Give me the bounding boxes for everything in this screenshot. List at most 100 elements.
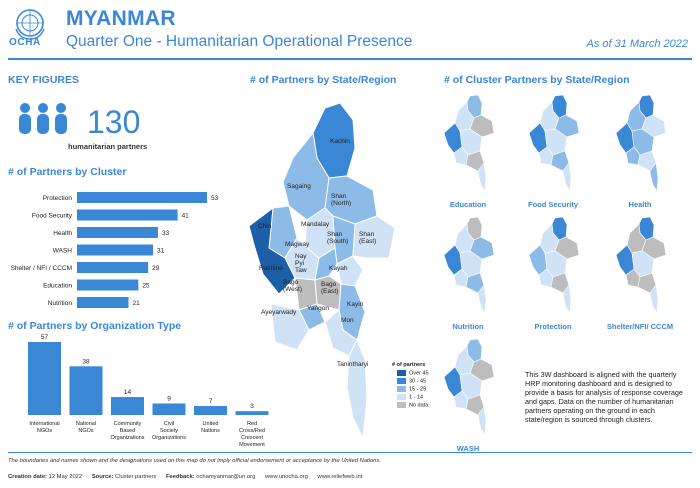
map-legend-title: # of partners <box>392 362 426 368</box>
orgtype-bar <box>28 342 61 415</box>
cluster-bar-label: Health <box>53 230 72 237</box>
sources: Cluster partners <box>115 474 157 480</box>
cluster-bar-label: Education <box>43 283 72 290</box>
cluster-bar-value: 33 <box>162 230 170 237</box>
legend-swatch <box>397 378 406 384</box>
orgtype-bar <box>111 397 144 415</box>
cluster-bar-value: 21 <box>133 300 141 307</box>
un-emblem-icon <box>15 9 45 40</box>
cluster-bar-value: 25 <box>142 283 150 290</box>
orgtype-bar-value: 3 <box>250 403 254 410</box>
people-icon <box>19 103 67 134</box>
cluster-map-label: Education <box>449 200 487 209</box>
orgtype-bar-label: International NGOs <box>29 421 59 434</box>
orgtype-bar-label: National NGOs <box>76 421 96 434</box>
map-state-label: Nay Pyi Taw <box>295 253 307 274</box>
map-state-label: Kayin <box>347 301 364 308</box>
orgtype-bar-value: 14 <box>124 389 132 396</box>
cluster-map-label: Nutrition <box>452 322 484 331</box>
header-divider <box>8 58 692 60</box>
legend-swatch <box>397 370 406 376</box>
cluster-map-label: Protection <box>534 322 572 331</box>
orgtype-bar-chart: 57 International NGOs 38 National NGOs 14 Commu… <box>28 334 269 448</box>
legend-label: No data <box>409 402 429 409</box>
cluster-bar <box>77 262 149 273</box>
orgtype-bar <box>194 406 227 415</box>
cluster-bar-label: Protection <box>43 195 73 202</box>
cluster-bar-value: 31 <box>157 248 165 255</box>
map-state-label: Ayeyarwady <box>261 309 297 316</box>
cluster-mini-map <box>443 338 495 436</box>
map-state-label: Kachin <box>330 138 350 145</box>
orgtype-bar-value: 38 <box>82 358 90 365</box>
orgtype-chart-title: # of Partners by Organization Type <box>8 320 182 332</box>
creation-date: 12 May 2022 <box>48 474 83 480</box>
feedback-label: Feedback: <box>165 474 195 480</box>
map-state-label: Shan (South) <box>327 231 348 245</box>
footer-info: Creation date: 12 May 2022 Source: Clust… <box>8 474 362 480</box>
orgtype-bar-label: Civil Society Organizations <box>152 421 186 441</box>
orgtype-bar-value: 7 <box>209 398 213 405</box>
orgtype-bar-value: 57 <box>41 334 49 341</box>
cluster-chart-title: # of Partners by Cluster <box>8 166 127 178</box>
orgtype-bar <box>69 366 103 415</box>
map-state-label: Rakhine <box>259 265 283 272</box>
orgtype-bar-label: Community Based Organizations <box>111 421 145 441</box>
map-state-label: Kayah <box>329 265 348 272</box>
page-title: MYANMAR <box>66 7 176 30</box>
orgtype-bar-label: Red Cross/Red Crescent Movement <box>239 421 265 448</box>
cluster-bar <box>77 297 129 308</box>
cluster-map-label: Health <box>628 200 652 209</box>
cluster-mini-map <box>615 94 667 192</box>
legend-item: Over 45 <box>397 370 429 376</box>
cluster-mini-map <box>443 94 495 192</box>
state-map-title: # of Partners by State/Region <box>250 74 397 86</box>
partners-count: 130 <box>87 104 141 140</box>
orgtype-bar <box>235 411 269 415</box>
map-state-label: Shan (North) <box>331 193 351 207</box>
map-state-label: Mandalay <box>301 221 330 228</box>
as-of-date: As of 31 March 2022 <box>586 38 688 50</box>
website-link-unocha[interactable]: www.unocha.org <box>265 474 308 480</box>
creation-label: Creation date: <box>8 474 47 480</box>
partners-count-label: humanitarian partners <box>68 142 148 151</box>
legend-label: Over 45 <box>409 370 429 377</box>
cluster-bar <box>77 227 158 238</box>
cluster-bar-label: Food Security <box>32 213 73 220</box>
myanmar-state-map: Kachin Sagaing Shan (North) Chin Mandalay Shan… <box>248 102 395 440</box>
key-figures-title: KEY FIGURES <box>8 74 79 86</box>
legend-item: 30 - 45 <box>397 378 426 384</box>
cluster-bar-value: 41 <box>182 213 190 220</box>
map-state-label: Mon <box>341 317 354 324</box>
cluster-bar <box>77 279 139 291</box>
map-state-label: Bago (East) <box>321 281 338 295</box>
legend-swatch <box>397 394 406 400</box>
cluster-mini-map <box>528 94 580 192</box>
orgtype-bar <box>152 403 186 415</box>
map-state-label: Tanintharyi <box>337 361 368 368</box>
legend-label: 15 - 29 <box>409 386 427 393</box>
legend-item: 15 - 29 <box>397 386 426 392</box>
cluster-mini-map <box>615 216 667 314</box>
legend-label: 30 - 45 <box>409 378 427 385</box>
ocha-logo-text: OCHA <box>9 37 41 48</box>
map-state-label: Yangon <box>307 305 329 312</box>
cluster-bar <box>77 244 154 256</box>
feedback-email[interactable]: ochamyanmar@un.org <box>196 474 256 480</box>
sources-label: Source: <box>91 474 114 480</box>
footer-divider <box>8 452 692 453</box>
legend-item: 1 - 14 <box>397 394 423 400</box>
map-state-label: Magway <box>285 241 310 248</box>
orgtype-bar-value: 9 <box>167 395 171 402</box>
cluster-bar-value: 29 <box>152 265 160 272</box>
orgtype-bar-label: United Nations <box>201 421 220 434</box>
disclaimer: The boundaries and names shown and the d… <box>8 458 381 464</box>
cluster-bar-value: 53 <box>211 195 219 202</box>
page-subtitle: Quarter One - Humanitarian Operational P… <box>66 33 413 50</box>
cluster-map-label: WASH <box>456 444 480 453</box>
cluster-bar <box>77 192 207 203</box>
cluster-mini-map <box>528 216 580 314</box>
cluster-bar-label: Shelter / NFI / CCCM <box>11 265 72 272</box>
legend-item: No data <box>397 402 428 408</box>
website-link-reliefweb[interactable]: www.reliefweb.int <box>317 474 363 480</box>
